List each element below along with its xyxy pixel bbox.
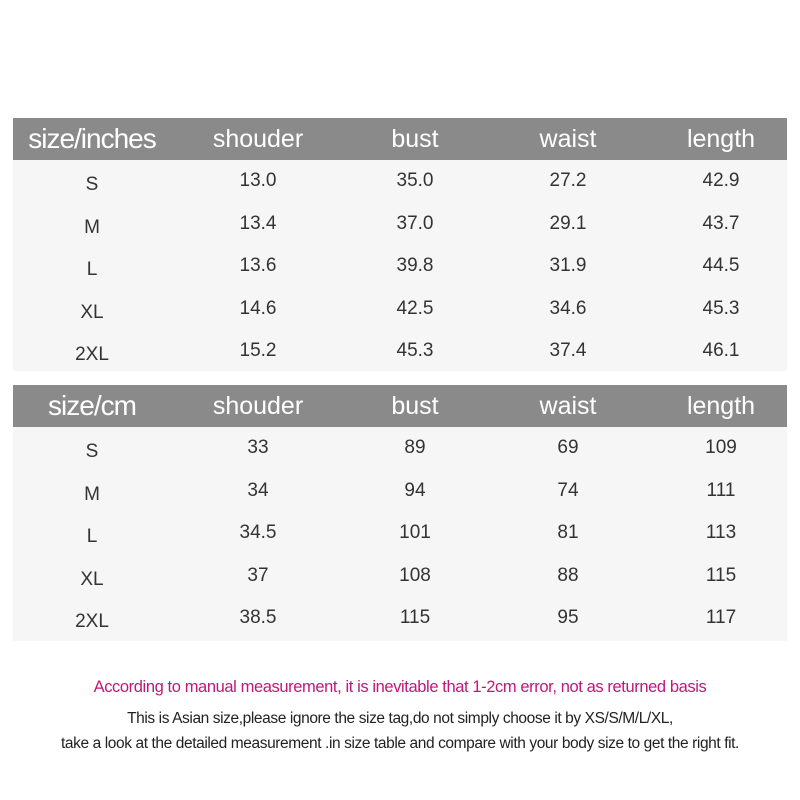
size-label: XL [80,568,104,590]
table-row: L 13.6 39.8 31.9 44.5 [13,245,787,288]
measurement-cell: 37.4 [549,340,587,362]
measurement-cell: 81 [557,522,579,544]
measurement-cell: 89 [404,437,426,459]
size-label: XL [80,301,104,323]
table-header: size/cm shouder bust waist length [13,385,787,427]
measurement-cell: 42.9 [702,170,740,192]
measurement-cell: 101 [399,522,431,544]
column-header: waist [539,124,597,153]
size-label: M [84,483,100,505]
measurement-cell: 39.8 [396,255,434,277]
column-header: size/cm [48,390,137,421]
column-header: length [686,391,756,420]
measurement-cell: 113 [705,522,737,544]
table-row: S 13.0 35.0 27.2 42.9 [13,160,787,203]
column-header: size/inches [28,123,157,154]
measurement-cell: 44.5 [702,255,740,277]
table-row: XL 14.6 42.5 34.6 45.3 [13,288,787,331]
size-label: 2XL [75,611,109,633]
size-label: S [85,174,99,196]
measurement-cell: 13.6 [239,255,277,277]
size-label: L [86,259,98,281]
measurement-cell: 94 [404,479,426,501]
column-header: length [686,124,756,153]
measurement-cell: 29.1 [549,212,587,234]
measurement-cell: 45.3 [396,340,434,362]
measurement-cell: 117 [705,607,737,629]
table-row: M 34 94 74 111 [13,470,787,513]
size-label: L [86,526,98,548]
measurement-cell: 31.9 [549,255,587,277]
column-header: bust [391,391,439,420]
asian-size-note: This is Asian size,please ignore the siz… [127,710,673,727]
fit-advice-note: take a look at the detailed measurement … [61,735,739,752]
measurement-cell: 46.1 [702,340,740,362]
measurement-cell: 34.6 [549,297,587,319]
column-header: waist [539,391,597,420]
measurement-cell: 37 [247,564,269,586]
table-header: size/inches shouder bust waist length [13,118,787,160]
measurement-cell: 115 [705,564,737,586]
measurement-cell: 95 [557,607,579,629]
column-header: shouder [212,124,304,153]
table-row: S 33 89 69 109 [13,427,787,470]
measurement-cell: 33 [247,437,269,459]
measurement-cell: 13.4 [239,212,277,234]
size-table-cm: size/cm shouder bust waist length S 33 89 69 109 M… [13,385,787,641]
measurement-cell: 45.3 [702,297,740,319]
column-header: shouder [212,391,304,420]
measurement-cell: 35.0 [396,170,434,192]
measurement-cell: 34.5 [239,522,277,544]
measurement-cell: 115 [399,607,431,629]
size-label: M [84,216,100,238]
measurement-cell: 42.5 [396,297,434,319]
measurement-cell: 109 [705,437,737,459]
table-row: 2XL 15.2 45.3 37.4 46.1 [13,330,787,373]
size-table-inches: size/inches shouder bust waist length S 13.0 35… [13,118,787,371]
measurement-cell: 27.2 [549,170,587,192]
table-row: M 13.4 37.0 29.1 43.7 [13,203,787,246]
measurement-cell: 74 [557,479,579,501]
measurement-warning: According to manual measurement, it is i… [93,678,707,696]
size-label: 2XL [75,344,109,366]
measurement-cell: 15.2 [239,340,277,362]
measurement-cell: 34 [247,479,269,501]
measurement-cell: 111 [706,479,736,501]
size-label: S [85,441,99,463]
table-row: XL 37 108 88 115 [13,555,787,598]
measurement-cell: 37.0 [396,212,434,234]
table-row: 2XL 38.5 115 95 117 [13,597,787,640]
measurement-cell: 69 [557,437,579,459]
measurement-cell: 13.0 [239,170,277,192]
measurement-cell: 14.6 [239,297,277,319]
measurement-cell: 43.7 [702,212,740,234]
column-header: bust [391,124,439,153]
measurement-cell: 88 [557,564,579,586]
table-row: L 34.5 101 81 113 [13,512,787,555]
measurement-cell: 108 [399,564,431,586]
measurement-cell: 38.5 [239,607,277,629]
